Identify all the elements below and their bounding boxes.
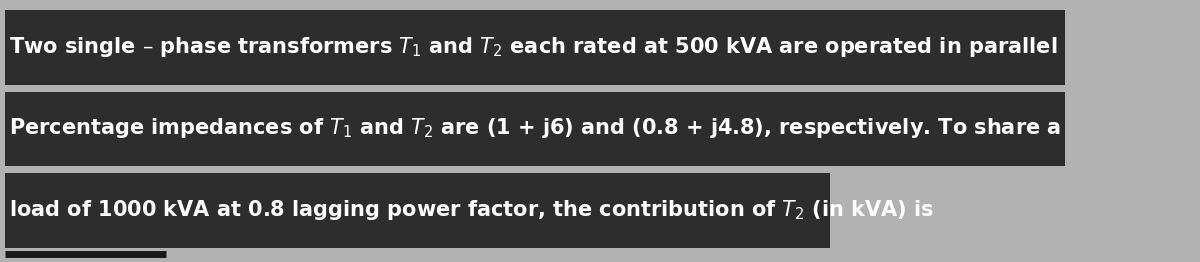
- Text: load of 1000 kVA at 0.8 lagging power factor, the contribution of $T_2$ (in kVA): load of 1000 kVA at 0.8 lagging power fa…: [8, 198, 934, 222]
- FancyBboxPatch shape: [5, 10, 1066, 85]
- FancyBboxPatch shape: [5, 173, 829, 248]
- FancyBboxPatch shape: [5, 92, 1066, 166]
- Text: Percentage impedances of $T_1$ and $T_2$ are (1 + j6) and (0.8 + j4.8), respecti: Percentage impedances of $T_1$ and $T_2$…: [8, 116, 1061, 140]
- Text: Two single – phase transformers $T_1$ and $T_2$ each rated at 500 kVA are operat: Two single – phase transformers $T_1$ an…: [8, 35, 1057, 59]
